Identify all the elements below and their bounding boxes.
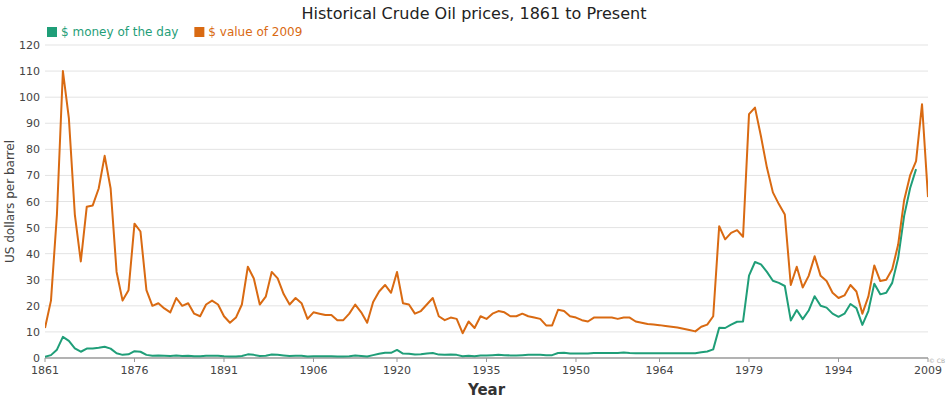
y-tick-label: 100 [19, 91, 40, 104]
grid-line [45, 358, 928, 359]
y-tick-label: 60 [26, 196, 40, 209]
legend-swatch [47, 27, 57, 37]
y-axis-label: US dollars per barrel [3, 140, 17, 263]
x-tick-label: 1979 [735, 364, 763, 377]
x-tick [659, 358, 660, 362]
grid-line [45, 201, 928, 202]
series-line [45, 71, 928, 333]
x-tick [838, 358, 839, 362]
x-tick-label: 1935 [473, 364, 501, 377]
x-tick-label: 1891 [210, 364, 238, 377]
x-axis-line [45, 358, 928, 359]
x-tick [397, 358, 398, 362]
grid-line [45, 97, 928, 98]
legend-swatch [194, 27, 204, 37]
x-tick [313, 358, 314, 362]
grid-line [45, 279, 928, 280]
grid-line [45, 305, 928, 306]
x-tick-label: 1964 [646, 364, 674, 377]
x-tick [134, 358, 135, 362]
x-tick-label: 1920 [383, 364, 411, 377]
x-axis-label: Year [467, 381, 506, 399]
x-tick [223, 358, 224, 362]
legend-label: $ value of 2009 [208, 25, 302, 39]
grid-line [45, 123, 928, 124]
y-tick-label: 90 [26, 117, 40, 130]
grid-line [45, 149, 928, 150]
grid-line [45, 227, 928, 228]
chart: Historical Crude Oil prices, 1861 to Pre… [0, 0, 948, 403]
y-tick-label: 40 [26, 248, 40, 261]
y-tick-label: 80 [26, 143, 40, 156]
x-tick-label: 2009 [914, 364, 942, 377]
x-tick-label: 1861 [31, 364, 59, 377]
plot-area [45, 71, 928, 357]
x-tick-label: 1876 [120, 364, 148, 377]
grid-line [45, 253, 928, 254]
legend: $ money of the day $ value of 2009 [47, 25, 302, 39]
annotation: © CB [929, 357, 945, 364]
y-tick-label: 70 [26, 169, 40, 182]
x-tick-label: 1994 [825, 364, 853, 377]
grid-line [45, 175, 928, 176]
x-tick [45, 358, 46, 362]
x-tick-label: 1950 [562, 364, 590, 377]
y-tick-label: 20 [26, 300, 40, 313]
y-tick-label: 30 [26, 274, 40, 287]
x-tick [749, 358, 750, 362]
title: Historical Crude Oil prices, 1861 to Pre… [302, 4, 647, 23]
x-tick [575, 358, 576, 362]
x-tick-label: 1906 [299, 364, 327, 377]
grid-line [45, 71, 928, 72]
y-tick-label: 120 [19, 39, 40, 52]
y-tick-label: 10 [26, 326, 40, 339]
y-tick-label: 110 [19, 65, 40, 78]
legend-label: $ money of the day [61, 25, 178, 39]
x-tick [486, 358, 487, 362]
grid-line [45, 331, 928, 332]
series-line [45, 169, 916, 357]
grid-line [45, 45, 928, 46]
y-tick-label: 50 [26, 222, 40, 235]
